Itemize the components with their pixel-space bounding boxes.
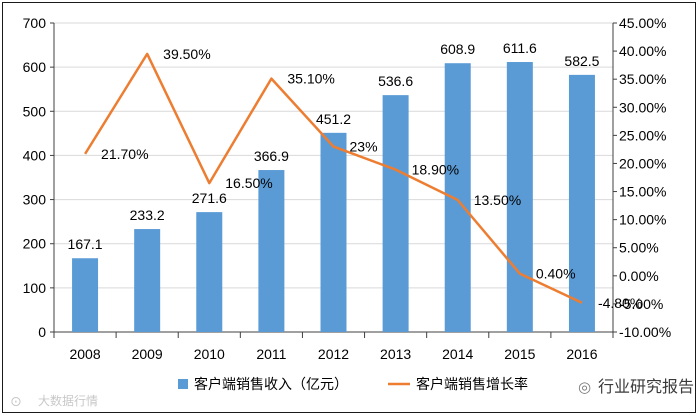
bar-label: 451.2 <box>316 111 351 127</box>
right-tick-label: 30.00% <box>619 99 666 115</box>
left-tick-label: 600 <box>23 59 47 75</box>
line-label: 23% <box>350 139 378 155</box>
watermark-right-icon: ◎ <box>578 378 591 396</box>
x-tick-label: 2011 <box>256 346 286 362</box>
right-tick-label: 15.00% <box>619 184 666 200</box>
growth-line <box>84 52 583 304</box>
watermark-left-mark: ⊙ <box>10 394 22 410</box>
right-tick-label: 10.00% <box>619 212 666 228</box>
line-label: -4.80% <box>598 295 642 311</box>
watermark-left: 大数据行情 <box>38 393 98 408</box>
bar-series <box>72 62 595 333</box>
bar <box>258 170 285 332</box>
bar <box>444 63 471 332</box>
line-label: 18.90% <box>412 162 459 178</box>
bar-label: 271.6 <box>192 190 227 206</box>
left-tick-label: 400 <box>23 147 47 163</box>
bar-label: 167.1 <box>68 236 103 252</box>
watermark-right: 行业研究报告 <box>598 377 694 396</box>
line-data-labels: 21.70% 39.50% 16.50% 35.10% 23% 18.90% 13.50% 0… <box>101 46 642 311</box>
line-series <box>84 52 583 304</box>
bar <box>134 229 161 332</box>
line-label: 21.70% <box>101 146 148 162</box>
legend-swatch-bar <box>178 379 188 389</box>
x-tick-label: 2010 <box>194 346 225 362</box>
left-tick-label: 100 <box>23 280 47 296</box>
x-tick-label: 2013 <box>380 346 411 362</box>
bar <box>568 74 595 332</box>
right-tick-label: 0.00% <box>619 268 659 284</box>
left-tick-label: 700 <box>23 15 47 31</box>
bar-label: 536.6 <box>378 73 413 89</box>
line-label: 13.50% <box>474 192 521 208</box>
bar <box>382 95 409 332</box>
left-tick-label: 200 <box>23 236 47 252</box>
bar <box>72 258 99 332</box>
right-axis-ticks: -10.00% -5.00% 0.00% 5.00% 10.00% 15.00% 20.00… <box>613 15 671 340</box>
x-tick-label: 2012 <box>318 346 349 362</box>
line-label: 39.50% <box>163 46 210 62</box>
line-label: 35.10% <box>287 71 334 87</box>
bar-data-labels: 167.1 233.2 271.6 366.9 451.2 536.6 608.9 611.6… <box>68 40 600 252</box>
bar-label: 611.6 <box>503 40 537 56</box>
legend-label-bar: 客户端销售收入（亿元） <box>194 376 348 392</box>
bar-label: 582.5 <box>564 53 599 69</box>
right-tick-label: 35.00% <box>619 71 666 87</box>
bar <box>196 212 223 332</box>
line-label: 0.40% <box>536 266 576 282</box>
left-axis-ticks: 0 100 200 300 400 500 600 700 <box>23 15 54 340</box>
legend-label-line: 客户端销售增长率 <box>416 376 528 392</box>
right-tick-label: -10.00% <box>619 324 671 340</box>
bar-label: 608.9 <box>440 41 475 57</box>
right-tick-label: 45.00% <box>619 15 666 31</box>
x-tick-label: 2015 <box>504 346 535 362</box>
right-tick-label: -5.00% <box>619 296 663 312</box>
bar-label: 366.9 <box>254 148 289 164</box>
watermarks: 大数据行情 ⊙ ◎ 行业研究报告 <box>10 377 694 410</box>
bar <box>506 62 533 333</box>
right-tick-label: 40.00% <box>619 43 666 59</box>
x-tick-label: 2008 <box>69 346 100 362</box>
chart-frame <box>2 2 696 413</box>
left-tick-label: 300 <box>23 192 47 208</box>
x-axis-ticks: 2008 2009 2010 2011 2012 2013 2014 2015 2016 <box>53 332 614 362</box>
line-label: 16.50% <box>225 175 272 191</box>
right-tick-label: 25.00% <box>619 127 666 143</box>
legend: 客户端销售收入（亿元） 客户端销售增长率 <box>178 376 528 392</box>
x-tick-label: 2009 <box>132 346 163 362</box>
bar-label: 233.2 <box>130 207 165 223</box>
x-tick-label: 2014 <box>442 346 473 362</box>
right-tick-label: 5.00% <box>619 240 659 256</box>
right-tick-label: 20.00% <box>619 155 666 171</box>
left-tick-label: 500 <box>23 103 47 119</box>
x-tick-label: 2016 <box>566 346 597 362</box>
bar <box>320 132 347 332</box>
left-tick-label: 0 <box>38 324 46 340</box>
